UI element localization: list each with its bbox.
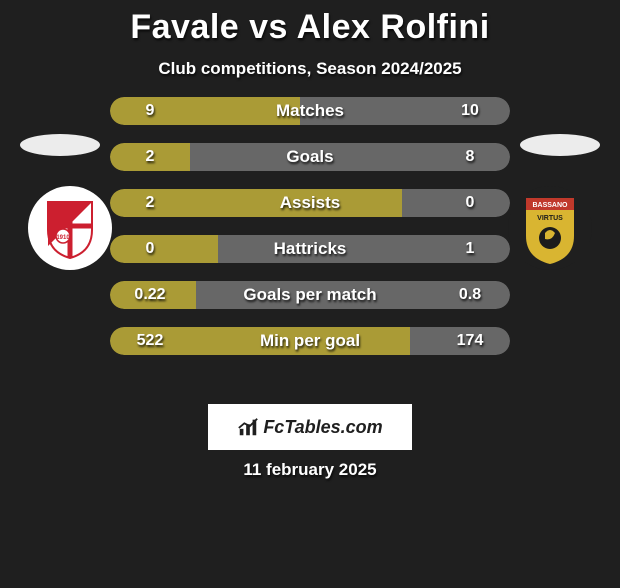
stat-row: 910Matches bbox=[0, 97, 620, 143]
site-name: FcTables.com bbox=[263, 417, 382, 438]
stat-label: Min per goal bbox=[110, 327, 510, 355]
stat-label: Goals bbox=[110, 143, 510, 171]
stat-row: 20Assists bbox=[0, 189, 620, 235]
page-title: Favale vs Alex Rolfini bbox=[0, 8, 620, 47]
stat-row: 01Hattricks bbox=[0, 235, 620, 281]
page-subtitle: Club competitions, Season 2024/2025 bbox=[0, 59, 620, 79]
stats-area: 910Matches28Goals20Assists01Hattricks0.2… bbox=[0, 97, 620, 373]
stat-row: 28Goals bbox=[0, 143, 620, 189]
stat-label: Assists bbox=[110, 189, 510, 217]
stat-label: Hattricks bbox=[110, 235, 510, 263]
stat-label: Goals per match bbox=[110, 281, 510, 309]
date-label: 11 february 2025 bbox=[0, 460, 620, 480]
comparison-infographic: Favale vs Alex Rolfini Club competitions… bbox=[0, 8, 620, 588]
chart-icon bbox=[237, 416, 259, 438]
site-badge: FcTables.com bbox=[208, 404, 412, 450]
stat-row: 522174Min per goal bbox=[0, 327, 620, 373]
stat-row: 0.220.8Goals per match bbox=[0, 281, 620, 327]
stat-label: Matches bbox=[110, 97, 510, 125]
